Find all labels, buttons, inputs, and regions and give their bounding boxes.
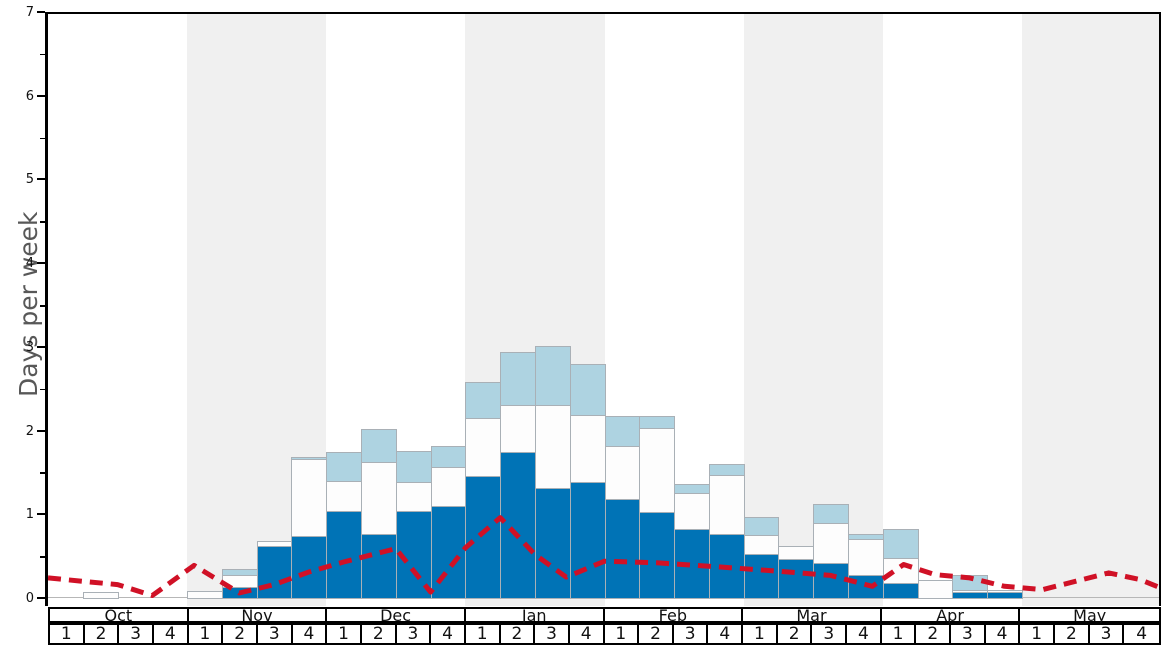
y-tick-label: 1 [25,507,34,523]
y-minor-tick [40,388,45,391]
y-axis-label: Days per week [14,211,43,398]
light-blue-top-segment [361,428,397,463]
white-middle-segment [639,428,676,513]
light-blue-top-segment [708,464,745,476]
y-major-tick [37,94,45,97]
week-cell: 1 [605,624,640,644]
y-tick-label: 5 [25,172,34,188]
week-cell: 3 [535,624,570,644]
y-minor-tick [40,472,45,474]
y-minor-tick [40,556,45,558]
light-blue-top-segment [500,351,536,406]
month-axis-row: Oct Nov Dec Jan Feb Mar Apr May [48,605,1161,625]
month-cell-jan: Jan [466,606,605,625]
week-cell: 1 [327,624,362,644]
week-cell: 4 [154,624,189,644]
y-tick-label: 6 [25,88,34,104]
week-cell: 1 [743,624,778,644]
week-cell: 2 [916,624,952,644]
month-cell-apr: Apr [882,606,1021,625]
week-cell: 4 [847,624,882,644]
light-blue-top-segment [326,451,363,482]
week-cell: 4 [431,624,466,644]
y-tick-label: 2 [25,423,34,439]
week-cell: 3 [119,624,154,644]
month-cell-oct: Oct [50,606,189,625]
y-major-tick [37,11,45,13]
light-blue-top-segment [639,416,676,430]
week-cell: 2 [223,624,258,644]
week-cell: 4 [570,624,605,644]
week-cell: 4 [1136,624,1148,644]
week-cell: 3 [951,624,986,644]
week-cell: 3 [674,624,709,644]
y-major-tick [37,262,45,265]
y-tick-label: 4 [25,256,34,272]
y-major-tick [37,429,45,432]
week-cell: 1 [882,624,917,644]
week-cell: 3 [1090,624,1125,644]
light-blue-top-segment [569,364,606,416]
y-minor-tick [40,305,45,307]
white-middle-segment [430,466,467,507]
week-cell: 1 [466,624,501,644]
y-major-tick [37,597,45,599]
week-cell: 2 [639,624,674,644]
y-minor-tick [40,221,45,223]
month-cell-dec: Dec [327,606,466,625]
white-middle-segment [569,414,606,484]
month-cell-feb: Feb [605,606,744,625]
week-cell: 2 [1055,624,1090,644]
y-tick-label: 0 [25,591,34,606]
y-minor-tick [40,137,45,140]
month-cell-nov: Nov [189,606,328,625]
week-cell: 3 [397,624,432,644]
y-minor-tick [40,53,45,56]
month-band-may [1021,12,1161,606]
week-cell: 1 [50,624,85,644]
light-blue-top-segment [395,450,432,483]
week-cell: 1 [1020,624,1056,644]
week-cell: 2 [501,624,536,644]
y-major-tick [37,345,45,348]
light-blue-top-segment [604,416,641,447]
week-cell: 2 [362,624,397,644]
week-cell: 4 [986,624,1021,644]
week-cell: 4 [708,624,744,644]
y-tick-label: 7 [25,5,34,20]
month-cell-mar: Mar [743,606,882,625]
week-cell: 4 [293,624,328,644]
week-cell: 2 [778,624,813,644]
y-major-tick [37,178,45,181]
month-cell-may: May [1073,605,1107,625]
week-cell: 2 [85,624,120,644]
y-major-tick [37,513,45,516]
week-cell: 3 [812,624,848,644]
plot-border [45,12,1161,606]
week-cell: 3 [258,624,293,644]
week-cell: 1 [189,624,224,644]
y-tick-label: 3 [25,339,34,355]
